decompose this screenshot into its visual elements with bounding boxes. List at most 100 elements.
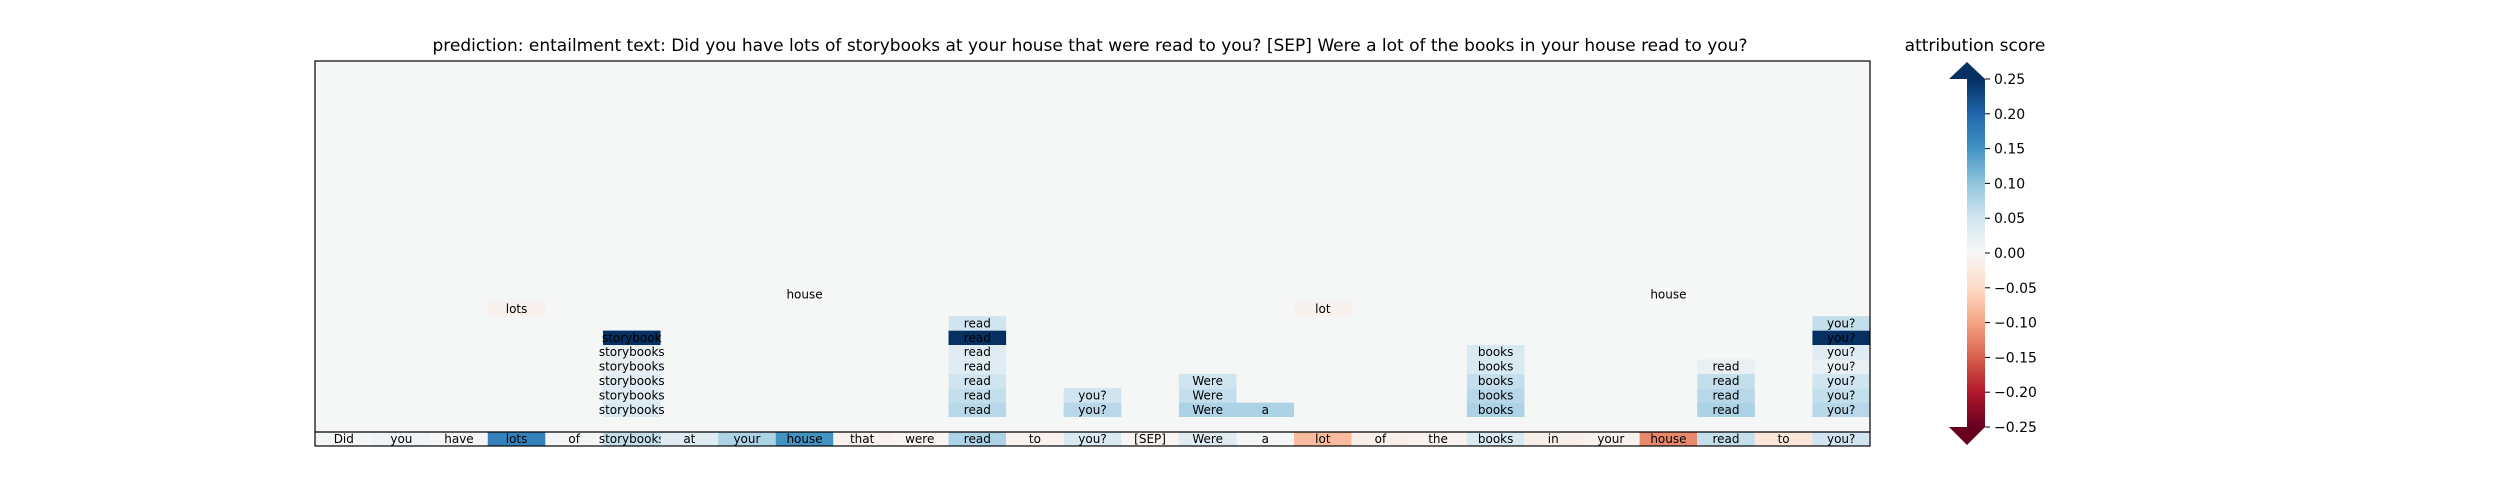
token-cell xyxy=(1466,432,1525,447)
attribution-cell-label: you? xyxy=(1078,403,1106,417)
attribution-cell-label: books xyxy=(1478,388,1514,402)
token-cell xyxy=(1639,432,1698,447)
token-label: to xyxy=(1029,432,1041,446)
attribution-cell xyxy=(1466,359,1525,374)
attribution-cell-label: storybooks xyxy=(599,374,665,388)
token-label: books xyxy=(1478,432,1514,446)
attribution-cell-label: storybook xyxy=(602,331,662,345)
colorbar-tick-label: −0.15 xyxy=(1994,350,2037,366)
token-label: of xyxy=(1375,432,1387,446)
attribution-cell xyxy=(1466,402,1525,417)
token-cell xyxy=(1524,432,1583,447)
token-cell xyxy=(1409,432,1467,447)
token-label: that xyxy=(850,432,875,446)
colorbar-tick-label: −0.10 xyxy=(1994,316,2037,332)
colorbar-tick-label: −0.25 xyxy=(1994,420,2037,436)
plot-background xyxy=(315,61,1870,446)
token-cell xyxy=(1351,432,1410,447)
colorbar-ticks: 0.25 0.20 0.15 0.10 0.05 0.00 −0.05 −0.10 −0.15 −… xyxy=(1985,72,2037,436)
attribution-cell-label: storybooks xyxy=(599,403,665,417)
token-cell xyxy=(660,432,719,447)
attribution-cell-label: you? xyxy=(1827,388,1855,402)
token-label: you? xyxy=(1078,432,1106,446)
token-label: you? xyxy=(1827,432,1855,446)
attribution-cell xyxy=(602,388,661,403)
attribution-cell xyxy=(1812,359,1870,374)
attribution-cell-label: read xyxy=(964,316,991,330)
attribution-cell-label: you? xyxy=(1827,331,1855,345)
attribution-cell-label: you? xyxy=(1827,360,1855,374)
colorbar-tick-label: 0.05 xyxy=(1994,211,2025,227)
attribution-cell xyxy=(487,301,546,317)
attribution-cell-label: house xyxy=(1650,288,1686,302)
token-cell xyxy=(430,432,488,447)
colorbar xyxy=(1967,79,1985,427)
attribution-cell xyxy=(1812,402,1870,417)
attribution-cell xyxy=(948,402,1007,417)
token-cell xyxy=(315,432,373,447)
attribution-cell-label: you? xyxy=(1827,345,1855,359)
token-cell xyxy=(602,432,661,447)
token-label: your xyxy=(1597,432,1624,446)
token-cell xyxy=(1121,432,1179,447)
attribution-cell xyxy=(948,373,1007,389)
attribution-cell xyxy=(1178,402,1237,417)
attribution-cell-label: read xyxy=(1713,360,1740,374)
colorbar-extend-top xyxy=(1949,62,1985,79)
colorbar-tick-label: −0.20 xyxy=(1994,385,2037,401)
attribution-cell-label: read xyxy=(964,403,991,417)
attribution-cell-label: read xyxy=(1713,403,1740,417)
colorbar-label: attribution score xyxy=(1905,36,2046,56)
token-label: your xyxy=(733,432,760,446)
token-label: the xyxy=(1428,432,1448,446)
attribution-cell xyxy=(1063,388,1122,403)
attribution-cells: storybooks read you? Were a books read you? stor… xyxy=(487,288,1870,417)
colorbar-tick-label: 0.10 xyxy=(1994,176,2025,192)
token-label: storybooks xyxy=(599,432,665,446)
attribution-cell-label: read xyxy=(964,331,991,345)
attribution-cell-label: storybooks xyxy=(599,360,665,374)
token-label: read xyxy=(964,432,991,446)
attribution-cell xyxy=(948,359,1007,374)
token-cell xyxy=(1294,432,1352,447)
attribution-cell-label: Were xyxy=(1192,388,1223,402)
token-label: lot xyxy=(1315,432,1331,446)
attribution-cell-label: house xyxy=(786,288,822,302)
token-cell xyxy=(1697,432,1755,447)
attribution-cell xyxy=(1466,388,1525,403)
attribution-cell xyxy=(1466,373,1525,389)
token-cell xyxy=(545,432,603,447)
attribution-cell-label: books xyxy=(1478,345,1514,359)
token-label: to xyxy=(1778,432,1790,446)
token-cell xyxy=(1006,432,1064,447)
attribution-cell xyxy=(1697,402,1755,417)
token-label: of xyxy=(568,432,580,446)
token-label: at xyxy=(683,432,695,446)
attribution-cell xyxy=(1812,388,1870,403)
attribution-cell xyxy=(602,373,661,389)
token-row: Did you have lots of storybooks at your house tha… xyxy=(315,432,1870,447)
attribution-cell xyxy=(602,345,661,360)
token-label: [SEP] xyxy=(1134,432,1166,446)
attribution-cell xyxy=(948,316,1007,331)
token-label: were xyxy=(905,432,934,446)
attribution-cell-label: books xyxy=(1478,374,1514,388)
token-cell xyxy=(1812,432,1870,447)
token-label: house xyxy=(1650,432,1686,446)
token-cell xyxy=(1236,432,1295,447)
attribution-cell-label: books xyxy=(1478,403,1514,417)
token-cell xyxy=(948,432,1007,447)
attribution-cell xyxy=(1697,373,1755,389)
attribution-cell xyxy=(1178,373,1237,389)
token-label: house xyxy=(786,432,822,446)
attribution-cell-label: read xyxy=(964,388,991,402)
token-cell xyxy=(775,432,834,447)
attribution-cell-label: books xyxy=(1478,360,1514,374)
attribution-cell-label: read xyxy=(964,345,991,359)
attribution-cell xyxy=(1466,345,1525,360)
colorbar-tick-label: 0.20 xyxy=(1994,107,2025,123)
attribution-cell-label: read xyxy=(964,360,991,374)
attribution-cell xyxy=(602,402,661,417)
token-cell xyxy=(1754,432,1813,447)
